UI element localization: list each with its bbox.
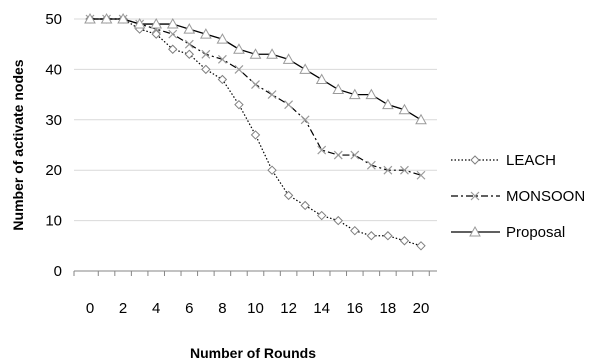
data-point-proposal bbox=[315, 73, 328, 84]
data-point-monsoon bbox=[267, 90, 277, 100]
data-point-monsoon bbox=[300, 115, 310, 125]
x-tick-label: 14 bbox=[313, 300, 330, 317]
data-point-monsoon bbox=[234, 64, 244, 74]
legend-marker-triangle bbox=[469, 225, 481, 237]
x-tick-label: 0 bbox=[86, 300, 94, 317]
x-tick-label: 20 bbox=[413, 300, 430, 317]
data-point-proposal bbox=[84, 12, 96, 24]
series-line-leach bbox=[90, 18, 422, 247]
data-point-proposal bbox=[382, 98, 394, 110]
y-tick-label: 40 bbox=[45, 61, 62, 78]
y-tick-label: 10 bbox=[45, 213, 62, 230]
x-tick-label: 18 bbox=[380, 300, 397, 317]
data-point-monsoon bbox=[333, 150, 343, 160]
data-point-proposal bbox=[133, 18, 146, 29]
data-point-leach bbox=[184, 49, 195, 59]
legend-item-monsoon: MONSOON bbox=[451, 188, 585, 205]
data-point-monsoon bbox=[317, 145, 327, 155]
data-point-proposal bbox=[348, 88, 361, 100]
series-proposal bbox=[84, 12, 427, 125]
x-tick-label: 4 bbox=[152, 300, 160, 317]
data-point-proposal bbox=[249, 48, 262, 59]
data-point-leach bbox=[234, 99, 244, 110]
data-point-monsoon bbox=[400, 165, 409, 175]
data-point-monsoon bbox=[251, 80, 260, 89]
data-point-leach bbox=[151, 29, 161, 39]
data-point-leach bbox=[316, 210, 327, 221]
data-point-leach bbox=[201, 64, 211, 75]
data-point-monsoon bbox=[201, 49, 211, 59]
x-tick-label: 16 bbox=[346, 300, 363, 317]
data-point-proposal bbox=[365, 88, 378, 100]
data-point-leach bbox=[217, 74, 228, 85]
data-point-leach bbox=[399, 236, 410, 246]
x-tick-label: 6 bbox=[185, 300, 193, 317]
data-point-proposal bbox=[100, 12, 113, 24]
axis-layer bbox=[73, 270, 437, 276]
data-point-leach bbox=[250, 130, 261, 140]
legend-label: MONSOON bbox=[506, 188, 585, 205]
data-point-leach bbox=[300, 200, 310, 211]
data-point-proposal bbox=[415, 113, 427, 125]
legend-marker-x bbox=[470, 191, 480, 201]
data-point-proposal bbox=[282, 53, 295, 64]
data-point-leach bbox=[168, 44, 178, 54]
grid-layer bbox=[74, 18, 437, 222]
data-point-proposal bbox=[299, 63, 311, 74]
data-point-leach bbox=[366, 231, 377, 241]
data-point-monsoon bbox=[168, 29, 178, 39]
y-tick-label: 20 bbox=[45, 162, 62, 179]
data-point-proposal bbox=[183, 23, 196, 34]
data-point-proposal bbox=[166, 18, 179, 29]
data-point-proposal bbox=[266, 48, 278, 59]
y-tick-label: 0 bbox=[54, 263, 62, 280]
data-point-proposal bbox=[398, 103, 411, 115]
data-point-monsoon bbox=[284, 100, 294, 110]
x-tick-label: 12 bbox=[280, 300, 297, 317]
series-monsoon bbox=[85, 14, 426, 180]
x-tick-label: 10 bbox=[247, 300, 264, 317]
data-point-monsoon bbox=[350, 150, 360, 160]
data-point-leach bbox=[283, 190, 294, 201]
data-point-monsoon bbox=[416, 170, 426, 180]
y-tick-label: 30 bbox=[45, 112, 62, 129]
data-point-proposal bbox=[200, 28, 212, 39]
y-axis-title: Number of activate nodes bbox=[10, 59, 26, 230]
x-tick-label: 2 bbox=[119, 300, 127, 317]
y-tick-label: 50 bbox=[45, 11, 62, 28]
data-point-monsoon bbox=[217, 54, 227, 64]
data-point-monsoon bbox=[383, 165, 393, 175]
x-tick-label: 8 bbox=[218, 300, 226, 317]
data-point-leach bbox=[416, 241, 426, 251]
data-point-proposal bbox=[117, 12, 129, 24]
legend-label: LEACH bbox=[506, 152, 556, 169]
data-point-leach bbox=[333, 215, 343, 226]
legend-item-leach: LEACH bbox=[451, 152, 556, 169]
data-point-proposal bbox=[233, 43, 245, 54]
data-point-leach bbox=[383, 231, 393, 241]
x-axis-title: Number of Rounds bbox=[190, 345, 316, 361]
data-point-proposal bbox=[150, 18, 163, 29]
data-point-monsoon bbox=[184, 39, 194, 49]
ticks-layer: 0 10 20 30 40 50 0 2 4 6 8 10 12 14 16 18 20 bbox=[45, 11, 429, 317]
series-layer bbox=[84, 12, 427, 251]
data-point-leach bbox=[267, 165, 277, 175]
legend-item-proposal: Proposal bbox=[451, 224, 565, 241]
data-point-monsoon bbox=[366, 160, 376, 170]
legend-marker-diamond bbox=[470, 155, 480, 165]
data-point-proposal bbox=[216, 33, 229, 44]
data-point-proposal bbox=[332, 83, 345, 95]
data-point-leach bbox=[350, 225, 360, 236]
legend: LEACH MONSOON Proposal bbox=[451, 152, 585, 241]
legend-label: Proposal bbox=[506, 224, 565, 241]
